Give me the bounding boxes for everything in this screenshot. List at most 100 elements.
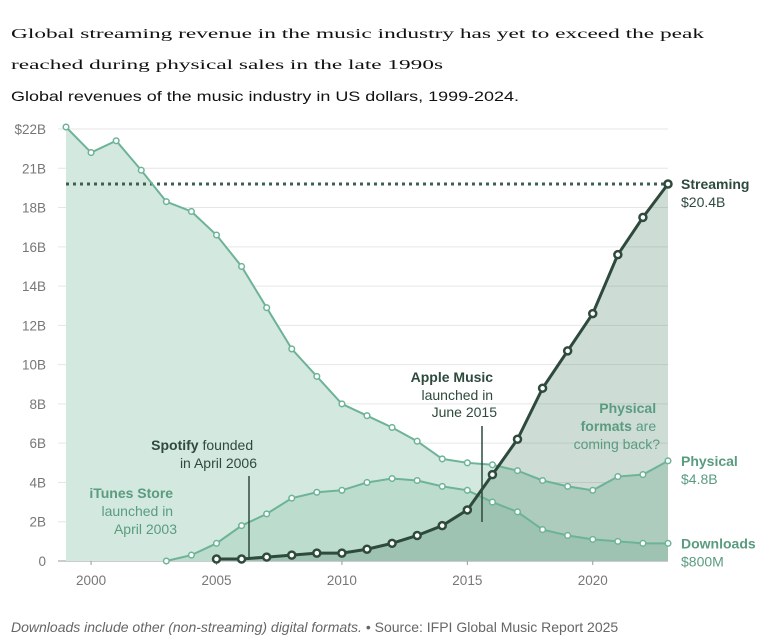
chart-title: Global streaming revenue in the music in… xyxy=(11,27,704,42)
point xyxy=(338,400,346,408)
point xyxy=(187,207,195,216)
point xyxy=(236,554,247,564)
point xyxy=(337,548,347,558)
point xyxy=(238,522,246,530)
x-tick-label: 2005 xyxy=(201,573,231,588)
point xyxy=(388,423,396,432)
annotation-text: Physical xyxy=(599,400,656,416)
point xyxy=(488,498,496,506)
end-value-label: $800M xyxy=(681,553,724,569)
point xyxy=(639,539,647,547)
y-tick-label: 12B xyxy=(22,318,46,333)
point xyxy=(62,123,70,131)
point xyxy=(263,304,271,312)
point xyxy=(288,494,296,502)
y-tick-label: 4B xyxy=(29,475,46,490)
y-tick-label: 2B xyxy=(29,515,46,530)
annotation: iTunes Store launched in April 2003 xyxy=(89,485,177,537)
annotation-text: June 2015 xyxy=(432,404,498,420)
point xyxy=(664,539,672,547)
footnote: Downloads include other (non-streaming) … xyxy=(11,619,362,635)
annotation-text: in April 2006 xyxy=(180,455,257,471)
y-tick-label: 14B xyxy=(22,279,46,294)
y-tick-label: 8B xyxy=(29,397,46,412)
end-value-label: $20.4B xyxy=(681,194,725,210)
point xyxy=(562,346,573,356)
end-value-label: $4.8B xyxy=(681,471,718,487)
point xyxy=(363,412,371,420)
annotations: iTunes Store launched in April 2003 Spot… xyxy=(89,369,660,560)
y-tick-label: 6B xyxy=(29,436,46,451)
point xyxy=(212,231,221,239)
point xyxy=(387,538,397,549)
y-tick-label: $22B xyxy=(14,122,46,137)
point xyxy=(663,179,673,189)
point xyxy=(437,520,447,531)
point xyxy=(288,345,296,353)
point xyxy=(363,478,371,487)
point xyxy=(564,531,572,540)
plot-area: 0 2B 4B 6B 8B 10B 12B 14B 16B 18B 21B $22B 2000 2005 2… xyxy=(14,122,755,588)
point xyxy=(513,508,522,516)
x-tick-label: 2000 xyxy=(76,573,106,588)
annotation: Physical formats are coming back? xyxy=(574,400,661,452)
chart-title: reached during physical sales in the lat… xyxy=(11,58,443,73)
annotation-text: coming back? xyxy=(574,436,661,452)
legend-label: Streaming xyxy=(681,176,749,192)
point xyxy=(287,550,297,560)
point xyxy=(261,552,272,562)
area xyxy=(216,183,668,561)
footer: Downloads include other (non-streaming) … xyxy=(11,619,618,635)
y-tick-label: 18B xyxy=(22,201,46,216)
point xyxy=(388,474,396,483)
point xyxy=(313,372,321,380)
annotation-text: Spotify xyxy=(151,437,199,453)
annotation: Spotify founded in April 2006 xyxy=(151,437,257,471)
point xyxy=(162,557,170,565)
point xyxy=(137,166,145,174)
point xyxy=(412,530,422,541)
point xyxy=(664,457,672,465)
point xyxy=(338,486,346,494)
y-tick-label: 0 xyxy=(38,554,46,569)
point xyxy=(539,526,547,534)
point xyxy=(589,486,597,494)
point xyxy=(438,455,446,463)
point xyxy=(187,551,195,559)
point xyxy=(639,471,647,479)
annotation-text: formats xyxy=(581,418,633,434)
annotation-text: Spotify founded xyxy=(151,437,253,453)
point xyxy=(487,469,498,480)
point xyxy=(463,459,471,467)
annotation-text: formats are xyxy=(581,418,657,434)
y-tick-label: 21B xyxy=(22,161,46,176)
point xyxy=(537,383,548,393)
point xyxy=(312,548,322,558)
point xyxy=(413,476,421,485)
point xyxy=(313,488,321,496)
chart-subtitle: Global revenues of the music industry in… xyxy=(11,88,519,104)
point xyxy=(513,467,522,475)
annotation-text: launched in xyxy=(101,503,173,519)
point xyxy=(438,482,446,490)
annotation: Apple Music launched in June 2015 xyxy=(411,369,498,420)
point xyxy=(263,510,271,518)
point xyxy=(162,198,170,206)
annotation-text: launched in xyxy=(421,387,493,403)
point xyxy=(589,535,597,543)
point xyxy=(238,262,246,271)
y-tick-label: 10B xyxy=(22,358,46,373)
point xyxy=(588,308,598,319)
annotation-text: founded xyxy=(199,437,254,453)
point xyxy=(488,461,496,469)
x-tick-label: 2015 xyxy=(452,573,482,588)
annotation-text: April 2003 xyxy=(114,521,177,537)
annotation-text: Apple Music xyxy=(411,369,494,385)
point xyxy=(362,544,372,554)
annotation-text: iTunes Store xyxy=(89,485,173,501)
x-tick-label: 2010 xyxy=(327,573,357,588)
point xyxy=(614,473,622,481)
point xyxy=(638,212,648,223)
point xyxy=(212,539,221,547)
